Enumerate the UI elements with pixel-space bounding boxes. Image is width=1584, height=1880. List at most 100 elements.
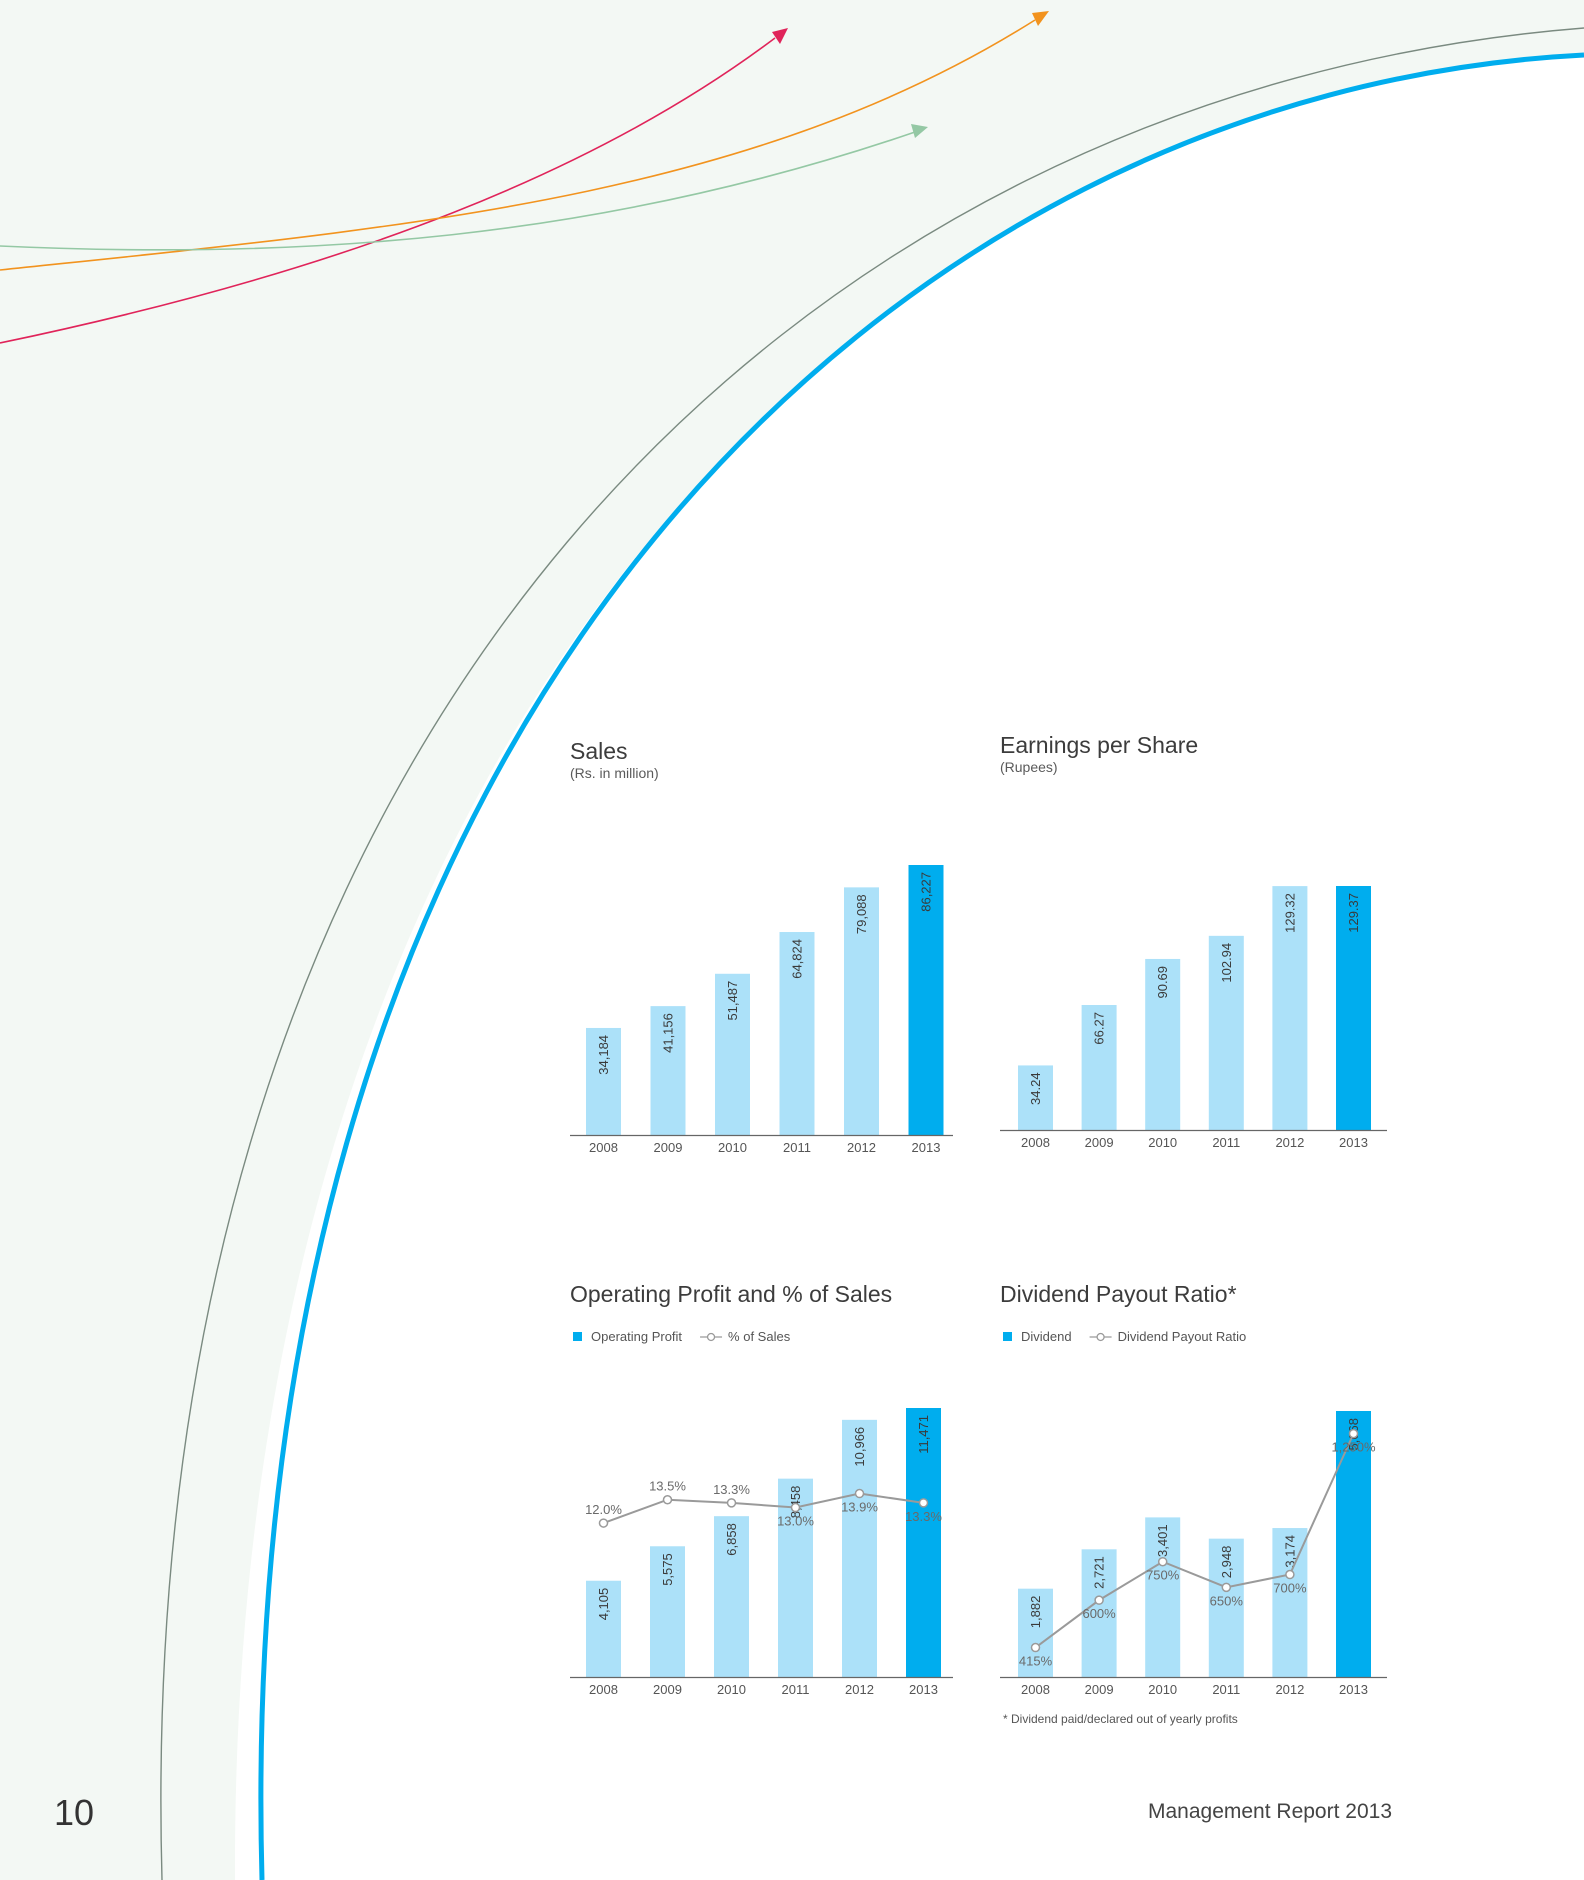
eps-bar-2012 [1272,886,1308,1130]
op-tick-2008: 2008 [589,1682,618,1697]
eps-chart-subtitle: (Rupees) [1000,759,1058,775]
eps-tick-2009: 2009 [1085,1135,1114,1150]
op-legend-line-label: % of Sales [728,1329,791,1344]
div-line-series [1034,1433,1355,1649]
div-legend-bar-swatch [1003,1332,1012,1341]
eps-bar-2013 [1336,886,1371,1130]
sales-value-label-2010: 51,487 [725,981,740,1021]
div-legend-bar-label: Dividend [1021,1329,1072,1344]
eps-tick-2008: 2008 [1021,1135,1050,1150]
green-arrow-curve [0,131,916,251]
sales-value-label-2011: 64,824 [790,939,805,979]
div-line-label-2013: 1,250% [1331,1440,1376,1455]
orange-arrow-curve [0,19,1036,271]
sales-bar-2009 [650,1006,686,1135]
op-tick-2009: 2009 [653,1682,682,1697]
op-line-point-2008 [598,1518,609,1528]
div-value-label-2011: 2,948 [1219,1546,1234,1579]
op-bar-2008 [586,1580,621,1677]
sales-chart-subtitle: (Rs. in million) [570,765,659,781]
div-tick-2013: 2013 [1339,1682,1368,1697]
op-legend-bar-swatch [573,1332,582,1341]
op-line-label-2013: 13.3% [905,1509,942,1524]
op-tick-2012: 2012 [845,1682,874,1697]
grey-arc [160,27,1584,1880]
op-bar-2013 [906,1408,941,1677]
red-arrow-curve [0,37,776,344]
op-line-label-2008: 12.0% [585,1502,622,1517]
op-value-label-2008: 4,105 [596,1588,611,1621]
op-bar-2010 [714,1516,749,1677]
div-footnote: * Dividend paid/declared out of yearly p… [1003,1712,1238,1726]
sales-value-label-2009: 41,156 [661,1013,676,1053]
div-line-point-2008 [1030,1642,1041,1653]
eps-bar-2009 [1081,1005,1117,1130]
div-line-label-2008: 415% [1019,1654,1053,1669]
op-line-point-2011 [790,1502,801,1513]
eps-value-label-2011: 102.94 [1219,943,1234,983]
op-value-label-2013: 11,471 [916,1415,931,1454]
div-bar-2011 [1208,1538,1244,1677]
div-bar-2013 [1336,1411,1371,1677]
op-tick-2010: 2010 [717,1682,746,1697]
op-line-series [603,1492,924,1525]
eps-tick-2013: 2013 [1339,1135,1368,1150]
eps-value-label-2013: 129.37 [1346,893,1361,933]
op-line-label-2010: 13.3% [713,1482,750,1497]
sales-tick-2009: 2009 [654,1140,683,1155]
op-line-point-2009 [662,1494,673,1505]
eps-bar-2008 [1018,1065,1053,1130]
div-chart-title: Dividend Payout Ratio* [1000,1281,1237,1307]
sales-value-label-2008: 34,184 [596,1035,611,1075]
div-value-label-2012: 3,174 [1282,1535,1297,1568]
div-line-label-2012: 700% [1273,1581,1307,1596]
op-value-label-2009: 5,575 [660,1553,675,1586]
div-line-point-2012 [1285,1569,1295,1580]
eps-value-label-2009: 66.27 [1092,1012,1107,1045]
eps-tick-2010: 2010 [1148,1135,1177,1150]
eps-value-label-2012: 129.32 [1282,893,1297,933]
sales-bar-2013 [908,865,944,1135]
eps-value-label-2010: 90.69 [1155,966,1170,999]
eps-value-label-2008: 34.24 [1028,1072,1043,1105]
div-line-label-2011: 650% [1210,1593,1244,1608]
red-arrow-head [772,28,788,44]
div-tick-2010: 2010 [1148,1682,1177,1697]
op-line-label-2012: 13.9% [841,1500,878,1515]
green-arrow-head [911,124,928,138]
div-line-point-2011 [1221,1582,1232,1593]
op-value-label-2010: 6,858 [724,1523,739,1556]
op-tick-2013: 2013 [909,1682,938,1697]
op-legend-line-marker [706,1332,716,1342]
div-tick-2008: 2008 [1021,1682,1050,1697]
div-bar-2012 [1272,1528,1308,1677]
div-tick-2009: 2009 [1085,1682,1114,1697]
div-bar-2010 [1145,1517,1181,1677]
op-line-label-2011: 13.0% [777,1514,814,1529]
blue-arc [258,52,1584,1880]
div-legend-line-label: Dividend Payout Ratio [1118,1329,1247,1344]
report-title: Management Report 2013 [1148,1800,1392,1823]
div-legend-line-marker [1096,1332,1105,1342]
sales-value-label-2013: 86,227 [919,872,934,912]
eps-bar-2010 [1145,958,1181,1130]
op-chart-title: Operating Profit and % of Sales [570,1281,892,1307]
div-value-label-2008: 1,882 [1028,1596,1043,1629]
op-line-label-2009: 13.5% [649,1479,686,1494]
div-bar-2009 [1081,1549,1117,1677]
sales-bar-2008 [586,1027,621,1135]
sales-bar-2011 [779,932,815,1135]
eps-bar-2011 [1208,935,1244,1130]
page-number: 10 [54,1792,95,1833]
sales-tick-2008: 2008 [589,1140,618,1155]
op-legend-bar-label: Operating Profit [591,1329,682,1344]
sales-tick-2012: 2012 [847,1140,876,1155]
div-bar-2008 [1018,1588,1053,1677]
div-tick-2011: 2011 [1212,1682,1240,1697]
eps-tick-2011: 2011 [1212,1135,1240,1150]
